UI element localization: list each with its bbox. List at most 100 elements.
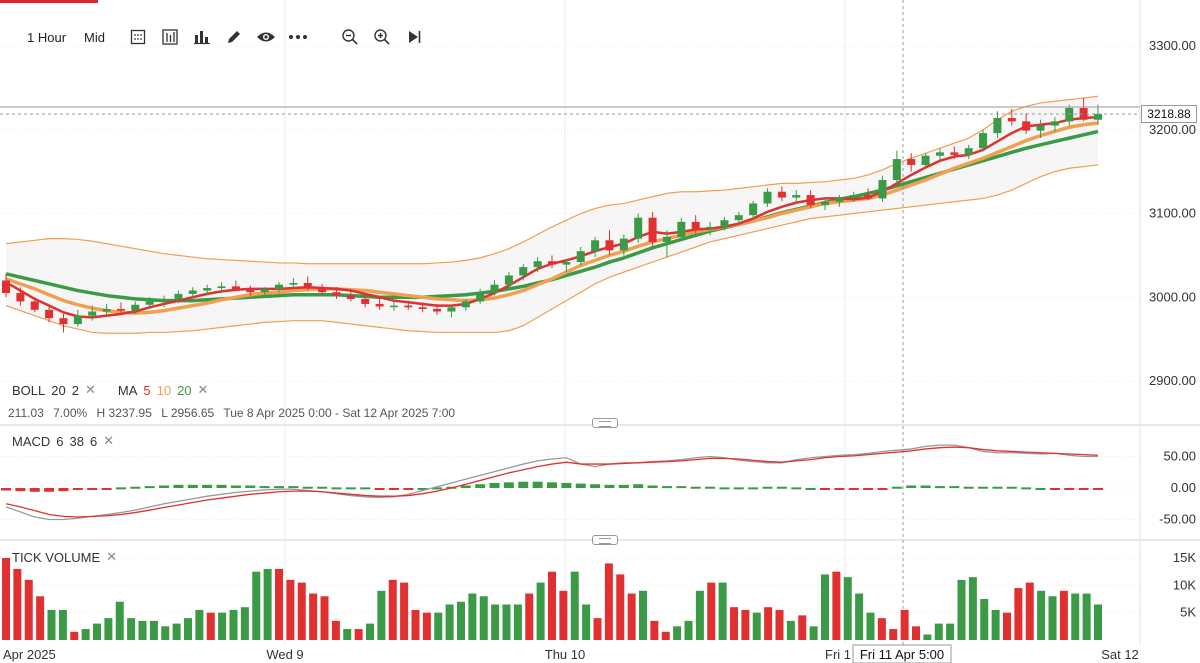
macd-histogram-bar xyxy=(345,487,356,490)
volume-bar xyxy=(1094,604,1102,640)
candle-body xyxy=(950,152,959,155)
macd-histogram-bar xyxy=(331,487,342,490)
macd-histogram-bar xyxy=(748,487,759,490)
macd-axis-tick: -50.00 xyxy=(1159,512,1196,527)
volume-bar xyxy=(786,620,795,640)
ma-period-1: 5 xyxy=(143,382,151,398)
candle-body xyxy=(16,293,25,302)
volume-bar xyxy=(877,618,886,640)
macd-histogram-bar xyxy=(891,486,902,489)
candle-body xyxy=(720,220,729,227)
volume-bar xyxy=(36,596,45,640)
volume-bar xyxy=(616,574,625,640)
close-ma-icon[interactable]: ✕ xyxy=(197,382,209,397)
volume-label[interactable]: TICK VOLUME xyxy=(12,549,101,565)
macd-histogram-bar xyxy=(101,488,112,490)
volume-bar xyxy=(400,582,409,640)
boll-mult: 2 xyxy=(71,382,79,398)
candle-body xyxy=(303,283,312,289)
price-axis-tick: 3200.00 xyxy=(1149,122,1196,137)
volume-bar xyxy=(127,618,136,640)
volume-bar xyxy=(24,579,33,640)
candle-body xyxy=(246,289,255,293)
volume-bar xyxy=(650,620,659,640)
volume-bar xyxy=(1059,590,1068,640)
ma-label[interactable]: MA xyxy=(117,382,138,398)
close-macd-icon[interactable]: ✕ xyxy=(103,433,115,448)
volume-bar xyxy=(502,604,511,640)
volume-axis-tick: 10K xyxy=(1173,577,1196,592)
zoom-out-icon[interactable] xyxy=(334,25,366,49)
volume-bar xyxy=(229,609,238,640)
close-boll-icon[interactable]: ✕ xyxy=(84,382,96,397)
candle-body xyxy=(907,159,916,165)
volume-bar xyxy=(70,631,79,640)
candle-body xyxy=(418,307,427,309)
macd-histogram-bar xyxy=(230,485,241,488)
volume-bar xyxy=(47,609,56,640)
x-axis-label: Sat 12 xyxy=(1101,647,1139,662)
candle-body xyxy=(260,288,269,293)
candle-body xyxy=(231,286,240,290)
candle-grid-icon[interactable] xyxy=(122,25,154,49)
interval-selector[interactable]: 1 Hour xyxy=(27,29,67,45)
volume-bar xyxy=(468,593,477,640)
macd-label[interactable]: MACD xyxy=(12,433,51,449)
volume-bar xyxy=(798,615,807,640)
volume-bar xyxy=(661,631,670,640)
volume-bar xyxy=(149,620,158,640)
volume-bar xyxy=(343,629,352,640)
candle-body xyxy=(576,251,585,263)
info-value2: 7.00% xyxy=(53,406,88,420)
ma-period-2: 10 xyxy=(156,382,172,398)
candle-body xyxy=(935,152,944,156)
candle-body xyxy=(174,293,183,299)
candle-body xyxy=(619,238,628,251)
candle-body xyxy=(332,292,341,296)
candle-body xyxy=(835,197,844,202)
boll-period: 20 xyxy=(51,382,66,398)
macd-histogram-bar xyxy=(159,485,170,488)
more-icon[interactable] xyxy=(282,25,314,49)
volume-bar xyxy=(1003,612,1011,640)
candle-body xyxy=(447,307,456,312)
volume-bar xyxy=(195,609,204,640)
candle-body xyxy=(45,309,54,319)
macd-histogram-bar xyxy=(144,486,155,489)
candle-body xyxy=(734,215,743,221)
volume-bar xyxy=(479,596,488,640)
chart-type-icon[interactable] xyxy=(154,25,186,49)
macd-histogram-bar xyxy=(820,488,830,490)
draw-pencil-icon[interactable] xyxy=(218,25,250,49)
macd-histogram-bar xyxy=(590,484,601,488)
macd-histogram-bar xyxy=(934,486,945,489)
zoom-in-icon[interactable] xyxy=(366,25,398,49)
macd-histogram-bar xyxy=(187,484,198,488)
volume-bar xyxy=(297,582,306,640)
go-to-latest-icon[interactable] xyxy=(398,25,430,49)
pane-resize-handle[interactable] xyxy=(592,418,618,428)
pane-resize-handle[interactable] xyxy=(592,535,618,545)
candle-body xyxy=(691,221,700,229)
candle-body xyxy=(634,217,643,239)
volume-bar xyxy=(775,609,784,640)
boll-label[interactable]: BOLL xyxy=(12,382,46,398)
volume-bar xyxy=(695,590,704,640)
eye-icon[interactable] xyxy=(250,25,282,49)
candle-body xyxy=(849,195,858,198)
macd-histogram-bar xyxy=(1035,488,1046,490)
macd-histogram-bar xyxy=(1006,486,1017,489)
macd-histogram-bar xyxy=(1,488,11,491)
macd-histogram-bar xyxy=(1021,487,1032,490)
macd-signal: 6 xyxy=(89,433,98,449)
macd-histogram-bar xyxy=(288,486,299,489)
volume-bar xyxy=(707,582,716,640)
price-type-selector[interactable]: Mid xyxy=(84,29,105,45)
candle-body xyxy=(892,159,901,180)
macd-histogram-bar xyxy=(762,486,773,489)
close-volume-icon[interactable]: ✕ xyxy=(106,549,118,564)
volume-bar xyxy=(309,593,318,640)
volume-bar xyxy=(93,623,101,640)
indicators-icon[interactable] xyxy=(186,25,218,49)
